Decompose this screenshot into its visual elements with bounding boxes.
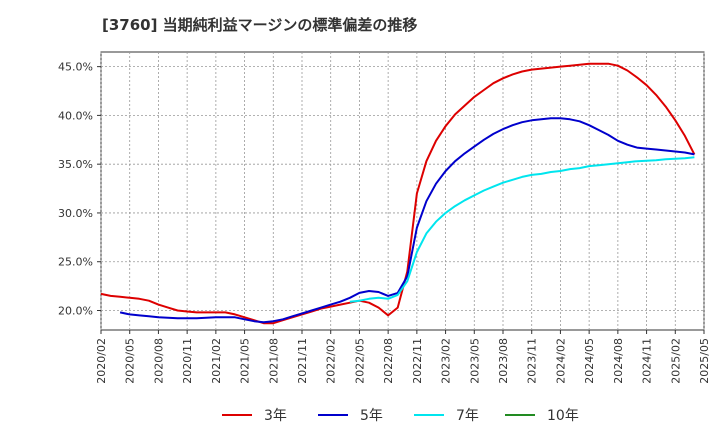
- series-line-1: [100, 62, 696, 325]
- series-line-3: [349, 156, 695, 303]
- x-tick-label: 2020/11: [181, 338, 194, 384]
- chart-title: [3760] 当期純利益マージンの標準偏差の推移: [102, 16, 418, 34]
- legend: 3年 5年 7年 10年: [222, 408, 579, 424]
- y-tick-label: 45.0%: [58, 61, 93, 74]
- x-tick-label: 2021/05: [239, 338, 252, 384]
- x-tick-label: 2021/08: [267, 338, 280, 384]
- x-tick-label: 2023/05: [468, 338, 481, 384]
- series-line-2: [119, 117, 695, 324]
- x-tick-label: 2023/02: [440, 338, 453, 384]
- y-tick-label: 35.0%: [58, 158, 93, 171]
- legend-label: 7年: [456, 408, 479, 424]
- x-tick-label: 2024/02: [554, 338, 567, 384]
- x-tick-label: 2022/11: [411, 338, 424, 384]
- y-tick-label: 30.0%: [58, 207, 93, 220]
- x-tick-label: 2021/11: [296, 338, 309, 384]
- x-tick-label: 2025/05: [698, 338, 711, 384]
- y-axis-ticks: 45.0% 40.0% 35.0% 30.0% 25.0% 20.0%: [58, 61, 101, 317]
- x-tick-label: 2023/11: [526, 338, 539, 384]
- x-tick-label: 2022/05: [353, 338, 366, 384]
- x-tick-label: 2021/02: [210, 338, 223, 384]
- x-tick-label: 2020/08: [152, 338, 165, 384]
- legend-label: 10年: [547, 408, 579, 424]
- x-tick-label: 2024/05: [583, 338, 596, 384]
- x-tick-label: 2023/08: [497, 338, 510, 384]
- legend-label: 5年: [360, 408, 383, 424]
- x-axis-ticks: 2020/02 2020/05 2020/08 2020/11 2021/02 2021/…: [95, 330, 711, 384]
- y-tick-label: 25.0%: [58, 256, 93, 269]
- y-tick-label: 20.0%: [58, 304, 93, 317]
- x-tick-label: 2022/08: [382, 338, 395, 384]
- grid-lines: [100, 52, 705, 330]
- legend-label: 3年: [264, 408, 287, 424]
- x-tick-label: 2020/02: [95, 338, 108, 384]
- y-tick-label: 40.0%: [58, 109, 93, 122]
- x-tick-label: 2024/11: [641, 338, 654, 384]
- x-tick-label: 2024/08: [612, 338, 625, 384]
- x-tick-label: 2020/05: [124, 338, 137, 384]
- x-tick-label: 2025/02: [669, 338, 682, 384]
- x-tick-label: 2022/02: [325, 338, 338, 384]
- series-lines: [100, 62, 696, 325]
